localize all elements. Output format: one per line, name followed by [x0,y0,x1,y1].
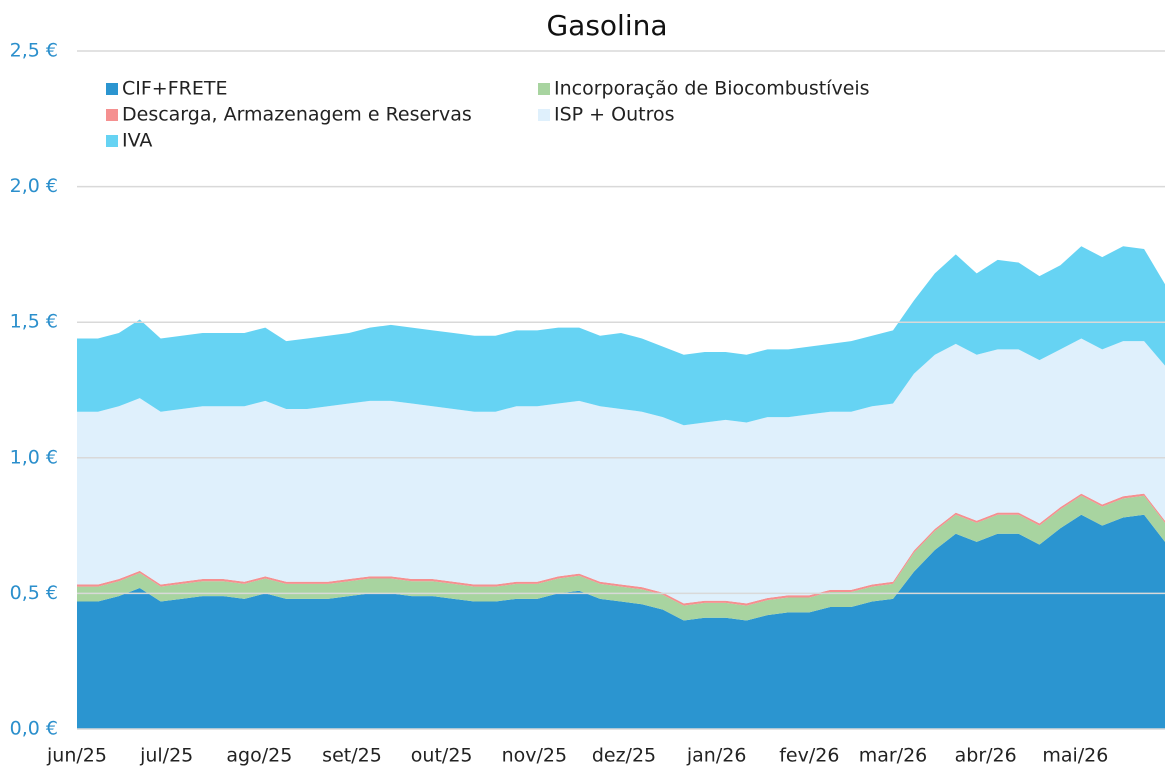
x-tick-label: mai/26 [1042,745,1108,767]
legend-swatch [106,109,118,121]
x-tick-label: jan/26 [686,745,747,767]
y-tick-label: 0,5 € [10,582,58,604]
legend-label: ISP + Outros [554,104,675,126]
x-tick-label: fev/26 [779,745,839,767]
x-tick-label: out/25 [411,745,473,767]
legend-label: CIF+FRETE [122,78,227,100]
x-tick-label: abr/26 [955,745,1017,767]
legend-swatch [538,109,550,121]
legend-label: Descarga, Armazenagem e Reservas [122,104,472,126]
y-tick-label: 1,5 € [10,311,58,333]
legend-label: Incorporação de Biocombustíveis [554,78,870,100]
chart-title: Gasolina [546,9,667,42]
y-tick-label: 0,0 € [10,718,58,740]
y-tick-label: 2,0 € [10,175,58,197]
legend-swatch [106,83,118,95]
x-tick-label: nov/25 [502,745,568,767]
area [77,495,1165,621]
y-tick-label: 1,0 € [10,446,58,468]
area [77,246,1165,426]
legend-label: IVA [122,130,152,152]
legend-swatch [538,83,550,95]
x-tick-label: jun/25 [46,745,107,767]
x-tick-label: ago/25 [226,745,292,767]
x-tick-label: mar/26 [859,745,928,767]
x-tick-label: jul/25 [139,745,193,767]
area [77,514,1165,729]
x-tick-label: dez/25 [592,745,656,767]
legend-swatch [106,135,118,147]
x-tick-label: set/25 [322,745,382,767]
area [77,338,1165,604]
y-tick-label: 2,5 € [10,40,58,62]
areas [77,246,1165,729]
